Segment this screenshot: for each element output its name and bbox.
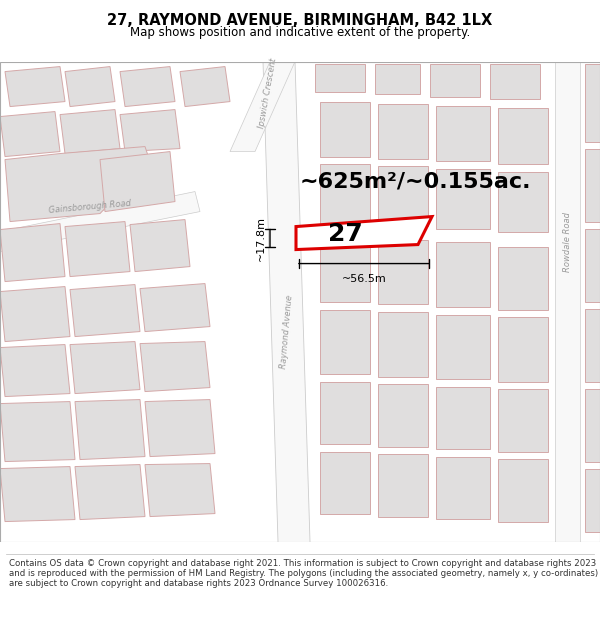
Polygon shape [70, 341, 140, 394]
Text: Map shows position and indicative extent of the property.: Map shows position and indicative extent… [130, 26, 470, 39]
Polygon shape [378, 239, 428, 304]
Polygon shape [555, 61, 580, 541]
Polygon shape [263, 61, 310, 541]
Polygon shape [0, 111, 60, 156]
Text: Rowdale Road: Rowdale Road [563, 211, 572, 271]
Polygon shape [436, 169, 490, 229]
Polygon shape [378, 454, 428, 516]
Polygon shape [585, 469, 600, 531]
Polygon shape [436, 314, 490, 379]
Polygon shape [320, 101, 370, 156]
Polygon shape [490, 64, 540, 99]
Polygon shape [0, 344, 70, 397]
Polygon shape [378, 384, 428, 446]
Polygon shape [5, 66, 65, 106]
Polygon shape [0, 286, 70, 341]
Polygon shape [100, 151, 175, 211]
Text: 27, RAYMOND AVENUE, BIRMINGHAM, B42 1LX: 27, RAYMOND AVENUE, BIRMINGHAM, B42 1LX [107, 13, 493, 28]
Polygon shape [498, 389, 548, 451]
Polygon shape [120, 66, 175, 106]
Text: 27: 27 [328, 222, 363, 246]
Polygon shape [585, 309, 600, 381]
Polygon shape [585, 149, 600, 221]
Polygon shape [320, 236, 370, 301]
Polygon shape [498, 316, 548, 381]
Text: Ipswich Crescent: Ipswich Crescent [257, 58, 278, 129]
Text: ~625m²/~0.155ac.: ~625m²/~0.155ac. [299, 171, 531, 191]
Polygon shape [145, 464, 215, 516]
Polygon shape [436, 456, 490, 519]
Polygon shape [320, 381, 370, 444]
Polygon shape [320, 309, 370, 374]
Polygon shape [378, 166, 428, 226]
Text: ~17.8m: ~17.8m [256, 216, 266, 261]
Polygon shape [436, 241, 490, 306]
Polygon shape [5, 146, 150, 221]
Polygon shape [0, 191, 200, 251]
Polygon shape [230, 61, 295, 151]
Text: Gainsborough Road: Gainsborough Road [49, 199, 131, 214]
Polygon shape [585, 64, 600, 141]
Polygon shape [498, 107, 548, 164]
Polygon shape [296, 216, 432, 249]
Polygon shape [75, 464, 145, 519]
Polygon shape [70, 284, 140, 336]
Polygon shape [140, 284, 210, 331]
Polygon shape [65, 66, 115, 106]
Polygon shape [436, 386, 490, 449]
Polygon shape [0, 466, 75, 521]
Polygon shape [0, 401, 75, 461]
Text: Raymond Avenue: Raymond Avenue [279, 294, 295, 369]
Polygon shape [430, 64, 480, 96]
Polygon shape [120, 109, 180, 151]
Polygon shape [585, 389, 600, 461]
Polygon shape [315, 64, 365, 91]
Polygon shape [498, 246, 548, 309]
Polygon shape [130, 219, 190, 271]
Polygon shape [60, 109, 120, 154]
Polygon shape [75, 399, 145, 459]
Text: ~56.5m: ~56.5m [341, 274, 386, 284]
Polygon shape [585, 229, 600, 301]
Polygon shape [378, 104, 428, 159]
Polygon shape [498, 459, 548, 521]
Polygon shape [180, 66, 230, 106]
Polygon shape [378, 311, 428, 376]
Text: Contains OS data © Crown copyright and database right 2021. This information is : Contains OS data © Crown copyright and d… [9, 559, 598, 588]
Polygon shape [498, 171, 548, 231]
Polygon shape [0, 224, 65, 281]
Polygon shape [140, 341, 210, 391]
Polygon shape [145, 399, 215, 456]
Polygon shape [320, 164, 370, 224]
Polygon shape [65, 221, 130, 276]
Polygon shape [320, 451, 370, 514]
Polygon shape [436, 106, 490, 161]
Polygon shape [375, 64, 420, 94]
